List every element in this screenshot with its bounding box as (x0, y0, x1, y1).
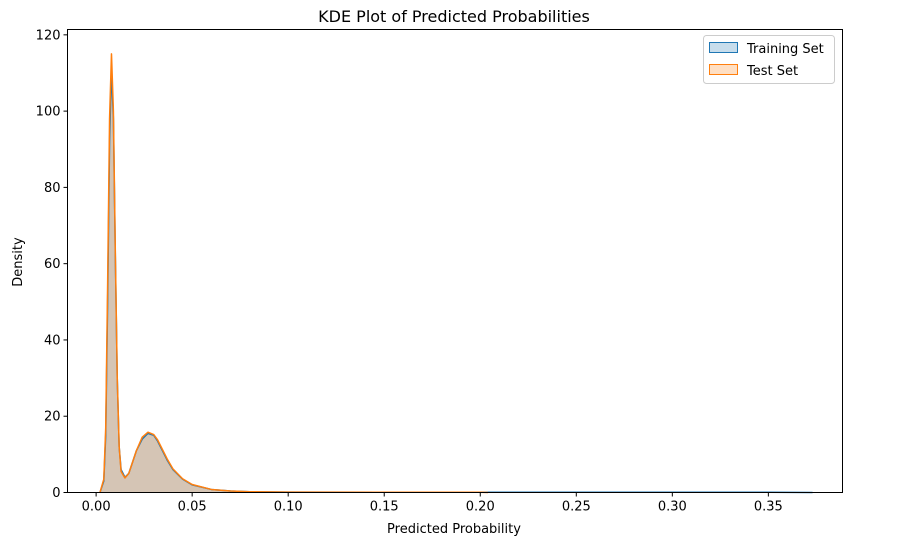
x-axis-title: Predicted Probability (387, 522, 521, 537)
series-line-1 (99, 53, 488, 494)
plot-fills (99, 53, 813, 493)
legend-label-training: Training Set (746, 42, 824, 57)
plot-frame (67, 29, 843, 493)
x-tick-label: 0.10 (274, 500, 303, 515)
legend-label-test: Test Set (746, 64, 798, 79)
x-tick-label: 0.20 (466, 500, 495, 515)
y-axis-title: Density (11, 237, 26, 287)
y-tick-label: 120 (36, 28, 61, 43)
y-tick-label: 60 (44, 257, 61, 272)
legend-swatch-training (709, 42, 738, 53)
x-axis: 0.00 0.05 0.10 0.15 0.20 0.25 0.30 0.35 (82, 492, 783, 515)
legend: Training Set Test Set (703, 35, 835, 84)
series-line-0 (99, 68, 813, 494)
y-tick-label: 80 (44, 181, 61, 196)
x-tick-label: 0.00 (82, 500, 111, 515)
y-tick-label: 100 (36, 105, 61, 120)
series-fill-0 (99, 69, 813, 493)
x-tick-label: 0.05 (178, 500, 207, 515)
y-axis: 0 20 40 60 80 100 120 (36, 28, 68, 501)
y-tick-label: 20 (44, 410, 61, 425)
chart-title: KDE Plot of Predicted Probabilities (318, 7, 590, 26)
x-tick-label: 0.30 (658, 500, 687, 515)
x-tick-label: 0.15 (370, 500, 399, 515)
y-tick-label: 0 (52, 486, 60, 501)
series-fill-1 (99, 53, 488, 493)
plot-lines (99, 53, 813, 494)
x-tick-label: 0.25 (562, 500, 591, 515)
x-tick-label: 0.35 (754, 500, 783, 515)
y-tick-label: 40 (44, 333, 61, 348)
legend-box (703, 35, 835, 84)
legend-swatch-test (709, 64, 738, 75)
